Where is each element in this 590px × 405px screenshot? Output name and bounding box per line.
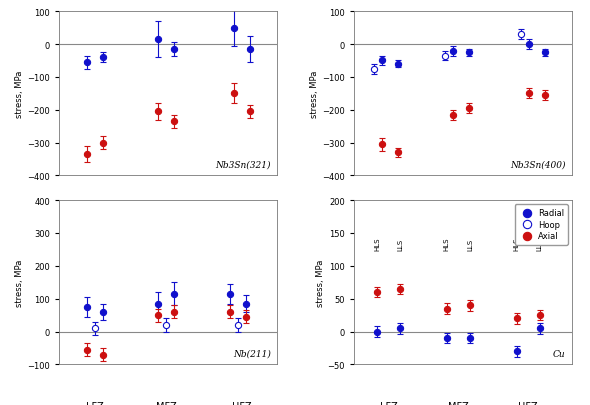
Point — [82, 304, 91, 310]
Point — [82, 151, 91, 158]
Point — [225, 309, 234, 315]
Text: Nb(211): Nb(211) — [233, 349, 271, 358]
Y-axis label: stress, MPa: stress, MPa — [310, 70, 319, 118]
Point — [516, 32, 525, 38]
Y-axis label: stress, MPa: stress, MPa — [15, 70, 24, 118]
Point — [464, 106, 474, 112]
Point — [372, 328, 382, 335]
Point — [540, 50, 549, 56]
Text: HLS: HLS — [374, 237, 380, 250]
Point — [169, 119, 179, 125]
Point — [153, 37, 163, 43]
Text: HFZ: HFZ — [232, 401, 251, 405]
Point — [245, 47, 254, 53]
Point — [82, 60, 91, 66]
Point — [524, 91, 533, 97]
Point — [372, 289, 382, 296]
Text: LLS: LLS — [397, 238, 404, 250]
Text: HFZ: HFZ — [519, 401, 538, 405]
Text: MFZ: MFZ — [451, 212, 471, 222]
Point — [512, 348, 521, 355]
Point — [169, 309, 179, 315]
Point — [98, 352, 107, 358]
Legend: Radial, Hoop, Axial: Radial, Hoop, Axial — [514, 205, 568, 245]
Text: HFZ: HFZ — [527, 212, 546, 222]
Y-axis label: stress, MPa: stress, MPa — [15, 259, 24, 306]
Text: Nb3Sn(321): Nb3Sn(321) — [215, 160, 271, 169]
Point — [98, 140, 107, 147]
Point — [535, 325, 545, 332]
Point — [90, 325, 100, 332]
Point — [442, 335, 451, 341]
Text: Cu: Cu — [553, 349, 566, 358]
Point — [396, 325, 405, 332]
Text: Nb3Sn(400): Nb3Sn(400) — [510, 160, 566, 169]
Point — [448, 112, 458, 119]
Point — [225, 291, 234, 297]
Text: LLS: LLS — [467, 238, 473, 250]
Point — [229, 25, 238, 32]
Text: LFZ: LFZ — [380, 401, 398, 405]
Text: LFZ: LFZ — [381, 212, 398, 222]
Text: HFZ: HFZ — [232, 212, 251, 222]
Point — [448, 48, 458, 55]
Text: LFZ: LFZ — [86, 212, 104, 222]
Point — [441, 53, 450, 60]
Text: HLS: HLS — [444, 237, 450, 250]
Point — [442, 305, 451, 312]
Point — [535, 312, 545, 319]
Point — [241, 314, 250, 320]
Point — [393, 150, 402, 156]
Text: MFZ: MFZ — [448, 401, 469, 405]
Point — [524, 42, 533, 48]
Text: HLS: HLS — [513, 237, 520, 250]
Point — [169, 47, 179, 53]
Text: LLS: LLS — [537, 238, 543, 250]
Point — [540, 92, 549, 99]
Point — [377, 142, 386, 148]
Text: MFZ: MFZ — [156, 212, 176, 222]
Point — [169, 291, 179, 297]
Point — [245, 109, 254, 115]
Point — [241, 301, 250, 307]
Point — [153, 301, 163, 307]
Point — [464, 50, 474, 56]
Point — [512, 315, 521, 322]
Point — [393, 61, 402, 68]
Point — [229, 91, 238, 97]
Point — [466, 302, 475, 309]
Point — [153, 312, 163, 319]
Y-axis label: stress, MPa: stress, MPa — [316, 259, 325, 306]
Text: LFZ: LFZ — [86, 401, 104, 405]
Point — [369, 66, 378, 73]
Point — [98, 55, 107, 61]
Point — [233, 322, 242, 328]
Point — [396, 286, 405, 292]
Point — [82, 347, 91, 353]
Text: MFZ: MFZ — [156, 401, 176, 405]
Point — [162, 322, 171, 328]
Point — [466, 335, 475, 341]
Point — [377, 58, 386, 64]
Point — [153, 109, 163, 115]
Point — [98, 309, 107, 315]
